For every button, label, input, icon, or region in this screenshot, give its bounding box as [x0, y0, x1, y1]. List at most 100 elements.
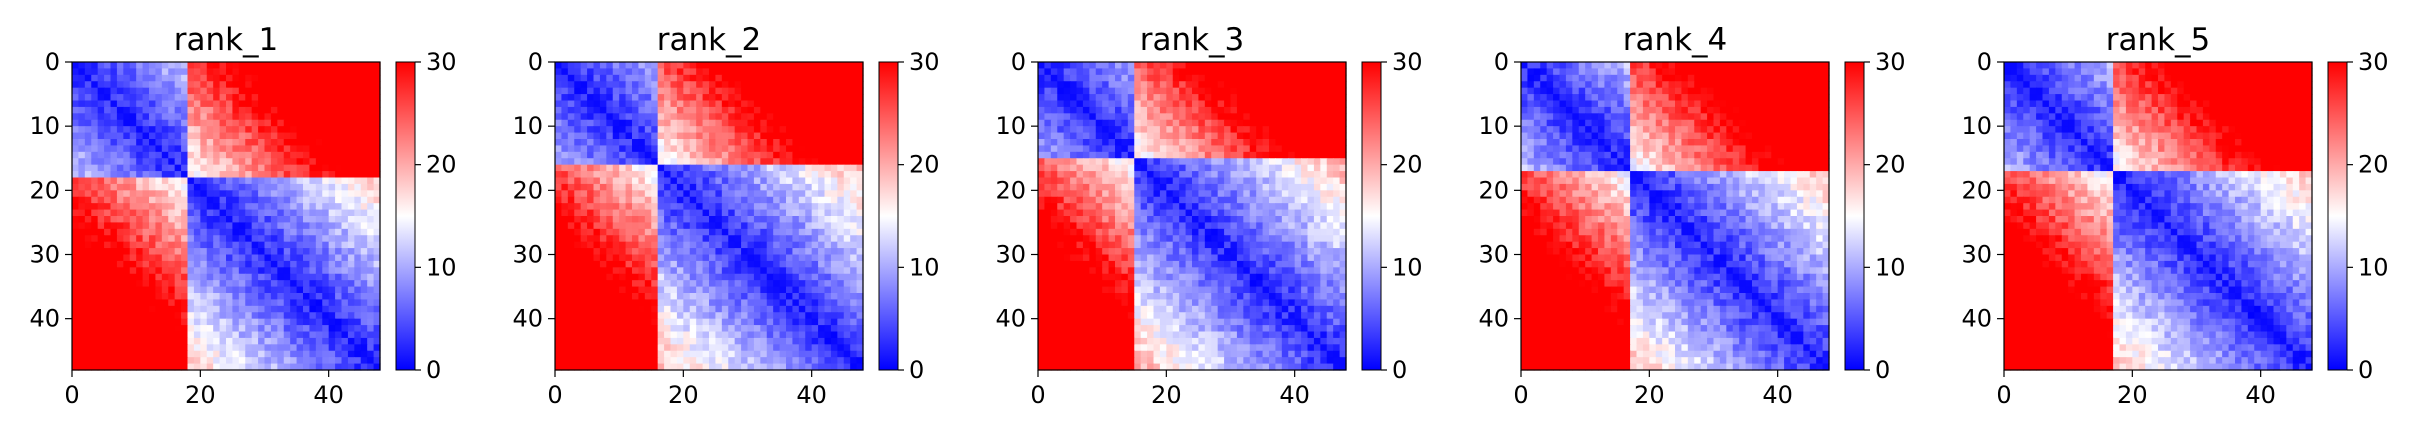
heatmap-cell	[676, 241, 684, 249]
heatmap-cell	[277, 235, 285, 243]
heatmap-cell	[72, 331, 80, 339]
heatmap-cell	[270, 171, 278, 179]
heatmap-cell	[786, 87, 794, 95]
heatmap-cell	[850, 209, 858, 217]
heatmap-cell	[347, 94, 355, 102]
heatmap-cell	[587, 241, 595, 249]
heatmap-cell	[187, 228, 195, 236]
heatmap-cell	[290, 100, 298, 108]
heatmap-cell	[625, 87, 633, 95]
heatmap-cell	[1281, 62, 1289, 70]
heatmap-cell	[567, 183, 575, 191]
heatmap-cell	[174, 267, 182, 275]
heatmap-cell	[238, 286, 246, 294]
heatmap-cell	[1070, 74, 1078, 82]
heatmap-cell	[766, 331, 774, 339]
heatmap-cell	[322, 235, 330, 243]
heatmap-cell	[1070, 94, 1078, 102]
heatmap-cell	[187, 363, 195, 371]
heatmap-cell	[264, 151, 272, 159]
heatmap-cell	[786, 81, 794, 89]
heatmap-cell	[373, 228, 381, 236]
heatmap-cell	[238, 139, 246, 147]
heatmap-cell	[580, 331, 588, 339]
heatmap-cell	[689, 81, 697, 89]
heatmap-cell	[84, 222, 92, 230]
heatmap-cell	[651, 222, 659, 230]
heatmap-cell	[676, 203, 684, 211]
heatmap-cell	[309, 293, 317, 301]
heatmap-cell	[226, 216, 234, 224]
heatmap-cell	[129, 81, 137, 89]
heatmap-cell	[1262, 100, 1270, 108]
heatmap-cell	[850, 235, 858, 243]
heatmap-cell	[322, 139, 330, 147]
heatmap-cell	[709, 325, 717, 333]
heatmap-cell	[232, 293, 240, 301]
heatmap-cell	[747, 254, 755, 262]
heatmap-cell	[206, 337, 214, 345]
heatmap-cell	[676, 87, 684, 95]
heatmap-cell	[200, 222, 208, 230]
heatmap-cell	[619, 177, 627, 185]
heatmap-cell	[373, 100, 381, 108]
heatmap-cell	[91, 74, 99, 82]
heatmap-cell	[632, 260, 640, 268]
heatmap-cell	[1153, 81, 1161, 89]
heatmap-cell	[1153, 94, 1161, 102]
heatmap-cell	[303, 177, 311, 185]
heatmap-cell	[741, 286, 749, 294]
heatmap-cell	[258, 139, 266, 147]
heatmap-cell	[606, 62, 614, 70]
heatmap-cell	[354, 235, 362, 243]
heatmap-cell	[587, 228, 595, 236]
heatmap-cell	[341, 318, 349, 326]
heatmap-cell	[116, 267, 124, 275]
heatmap-cell	[779, 126, 787, 134]
heatmap-cell	[309, 145, 317, 153]
heatmap-cell	[322, 177, 330, 185]
heatmap-cell	[818, 273, 826, 281]
heatmap-cell	[709, 196, 717, 204]
heatmap-cell	[670, 68, 678, 76]
heatmap-cell	[283, 203, 291, 211]
heatmap-cell	[1153, 100, 1161, 108]
heatmap-cell	[779, 325, 787, 333]
colorbar	[878, 61, 899, 371]
heatmap-cell	[638, 209, 646, 217]
heatmap-cell	[232, 305, 240, 313]
heatmap-cell	[181, 203, 189, 211]
heatmap-cell	[664, 293, 672, 301]
heatmap-cell	[84, 94, 92, 102]
heatmap-cell	[657, 325, 665, 333]
heatmap-cell	[290, 216, 298, 224]
heatmap-cell	[303, 331, 311, 339]
heatmap-cell	[136, 145, 144, 153]
heatmap-cell	[779, 312, 787, 320]
heatmap-cell	[818, 183, 826, 191]
heatmap-cell	[689, 190, 697, 198]
heatmap-cell	[638, 222, 646, 230]
heatmap-cell	[818, 62, 826, 70]
heatmap-cell	[84, 299, 92, 307]
heatmap-cell	[219, 286, 227, 294]
heatmap-cell	[84, 337, 92, 345]
heatmap-cell	[574, 318, 582, 326]
heatmap-cell	[1192, 94, 1200, 102]
heatmap-cell	[97, 216, 105, 224]
heatmap-cell	[232, 119, 240, 127]
heatmap-cell	[91, 100, 99, 108]
heatmap-cell	[309, 318, 317, 326]
heatmap-cell	[258, 363, 266, 371]
heatmap-cell	[632, 235, 640, 243]
heatmap-cell	[580, 196, 588, 204]
heatmap-cell	[373, 286, 381, 294]
heatmap-cell	[599, 318, 607, 326]
heatmap-cell	[824, 145, 832, 153]
heatmap-cell	[676, 216, 684, 224]
heatmap-cell	[219, 331, 227, 339]
heatmap-cell	[567, 305, 575, 313]
heatmap-cell	[264, 363, 272, 371]
heatmap-cell	[606, 325, 614, 333]
